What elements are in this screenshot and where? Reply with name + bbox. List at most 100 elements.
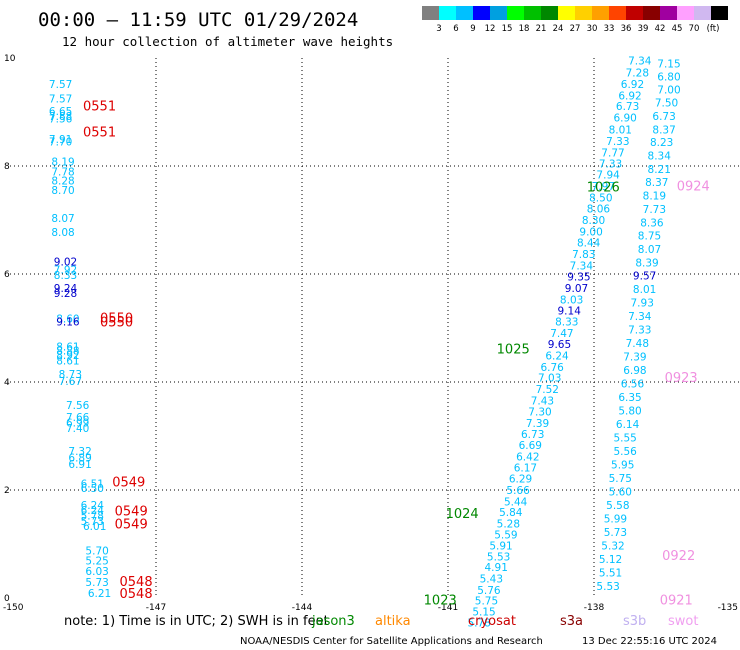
x-tick-label: -135 bbox=[718, 603, 738, 613]
wave-height-label: 6.03 bbox=[85, 566, 108, 578]
wave-height-label: 7.39 bbox=[623, 352, 646, 364]
pass-time-label: 1025 bbox=[497, 343, 530, 358]
wave-height-label: 8.73 bbox=[59, 369, 82, 381]
colorbar-label: 30 bbox=[587, 24, 598, 34]
data-marks: 7.577.576.657.887.567.917.708.197.788.28… bbox=[49, 56, 710, 630]
wave-height-label: 8.01 bbox=[633, 284, 656, 296]
wave-height-label: 5.95 bbox=[611, 460, 634, 472]
colorbar-label: 42 bbox=[655, 24, 666, 34]
colorbar-label: 45 bbox=[672, 24, 683, 34]
pass-time-label: 0923 bbox=[665, 371, 698, 386]
wave-height-label: 6.14 bbox=[616, 419, 640, 431]
wave-height-label: 8.60 bbox=[56, 313, 79, 325]
wave-height-label: 8.19 bbox=[643, 191, 666, 203]
wave-height-label: 7.43 bbox=[531, 395, 554, 407]
wave-height-label: 5.12 bbox=[599, 554, 622, 566]
wave-height-label: 8.28 bbox=[51, 176, 74, 188]
wave-height-label: 6.80 bbox=[657, 71, 680, 83]
wave-height-label: 7.66 bbox=[66, 412, 90, 424]
wave-height-label: 6.24 bbox=[545, 351, 569, 363]
wave-height-label: 7.73 bbox=[643, 204, 666, 216]
wave-height-label: 7.34 bbox=[570, 260, 594, 272]
wave-height-label: 7.40 bbox=[66, 423, 89, 435]
wave-height-label: 9.02 bbox=[54, 257, 77, 269]
pass-time-label: 1023 bbox=[424, 594, 457, 609]
wave-height-label: 6.01 bbox=[83, 521, 106, 533]
wave-height-label: 8.61 bbox=[56, 341, 79, 353]
wave-height-label: 7.91 bbox=[49, 134, 72, 146]
wave-height-label: 7.70 bbox=[49, 137, 72, 149]
wave-height-label: 7.57 bbox=[49, 79, 72, 91]
chart-grid bbox=[10, 58, 740, 598]
y-tick-label: 4 bbox=[4, 378, 10, 388]
wave-height-label: 7.33 bbox=[606, 136, 629, 148]
wave-height-label: 7.52 bbox=[536, 384, 559, 396]
wave-height-label: 5.75 bbox=[475, 596, 498, 608]
pass-time-label: 0922 bbox=[662, 549, 695, 564]
wave-height-label: 6.21 bbox=[88, 588, 111, 600]
wave-height-label: 6.42 bbox=[516, 452, 539, 464]
chart-axes: 0 2 4 6 8 10 -150 -147 -144 -141 -138 -135 bbox=[3, 54, 738, 613]
wave-height-label: 7.39 bbox=[526, 418, 549, 430]
wave-height-label: 5.78 bbox=[467, 617, 490, 629]
wave-height-label: 7.78 bbox=[51, 166, 74, 178]
wave-height-label: 6.17 bbox=[514, 462, 537, 474]
wave-height-label: 6.76 bbox=[540, 362, 564, 374]
colorbar-label: 12 bbox=[485, 24, 496, 34]
colorbar-label: 70 bbox=[689, 24, 700, 34]
wave-height-label: 5.60 bbox=[609, 487, 632, 499]
wave-height-label: 8.50 bbox=[589, 192, 612, 204]
wave-height-label: 7.34 bbox=[628, 56, 652, 68]
wave-height-label: 8.61 bbox=[56, 355, 79, 367]
satellite-legend-s3a: s3a bbox=[560, 614, 583, 629]
colorbar-swatch bbox=[456, 6, 473, 20]
y-tick-label: 8 bbox=[4, 162, 10, 172]
wave-height-label: 9.28 bbox=[54, 288, 77, 300]
satellite-legend-s3b: s3b bbox=[623, 614, 646, 629]
satellite-legend-jason3: jason3 bbox=[311, 614, 355, 629]
colorbar-label: 9 bbox=[470, 24, 475, 34]
wave-height-label: 5.70 bbox=[85, 545, 108, 557]
wave-height-label: 8.33 bbox=[555, 317, 578, 329]
wave-height-label: 9.35 bbox=[567, 272, 590, 284]
wave-height-label: 7.47 bbox=[550, 328, 573, 340]
colorbar-swatch bbox=[677, 6, 694, 20]
y-tick-label: 10 bbox=[4, 54, 16, 64]
pass-time-label: 0924 bbox=[677, 180, 710, 195]
pass-time-label: 0549 bbox=[112, 475, 145, 490]
wave-height-label: 6.50 bbox=[81, 483, 104, 495]
wave-height-label: 5.58 bbox=[606, 500, 629, 512]
wave-height-label: 6.29 bbox=[509, 474, 532, 486]
wave-height-label: 9.07 bbox=[565, 283, 588, 295]
wave-height-label: 8.37 bbox=[645, 177, 668, 189]
timestamp-text: 13 Dec 22:55:16 UTC 2024 bbox=[582, 636, 717, 647]
wave-height-label: 7.00 bbox=[657, 84, 680, 96]
pass-time-label: 1024 bbox=[446, 507, 479, 522]
wave-height-label: 6.65 bbox=[49, 106, 72, 118]
wave-height-label: 9.57 bbox=[633, 271, 656, 283]
wave-height-label: 7.77 bbox=[601, 148, 624, 160]
wave-height-label: 6.91 bbox=[68, 459, 91, 471]
wave-height-label: 7.57 bbox=[49, 94, 72, 106]
wave-height-label: 8.33 bbox=[54, 270, 77, 282]
x-tick-label: -144 bbox=[292, 603, 313, 613]
wave-height-label: 5.43 bbox=[480, 574, 503, 586]
pass-time-label: 0548 bbox=[120, 587, 153, 602]
wave-height-label: 5.73 bbox=[85, 577, 108, 589]
wave-height-label: 6.73 bbox=[616, 101, 639, 113]
colorbar-label: 24 bbox=[553, 24, 564, 34]
wave-height-label: 6.51 bbox=[81, 479, 104, 491]
wave-height-label: 5.25 bbox=[85, 556, 108, 568]
wave-height-label: 8.37 bbox=[652, 124, 675, 136]
wave-height-label: 5.56 bbox=[613, 446, 637, 458]
wave-height-label: 6.99 bbox=[66, 418, 89, 430]
wave-height-label: 6.24 bbox=[81, 500, 105, 512]
wave-height-label: 8.39 bbox=[635, 258, 658, 270]
wave-height-label: 6.56 bbox=[621, 379, 645, 391]
wave-height-label: 4.91 bbox=[485, 562, 508, 574]
colorbar-swatch bbox=[592, 6, 609, 20]
chart-subtitle: 12 hour collection of altimeter wave hei… bbox=[62, 34, 393, 49]
wave-height-label: 7.56 bbox=[66, 400, 90, 412]
colorbar-swatch bbox=[422, 6, 439, 20]
colorbar-swatch bbox=[541, 6, 558, 20]
